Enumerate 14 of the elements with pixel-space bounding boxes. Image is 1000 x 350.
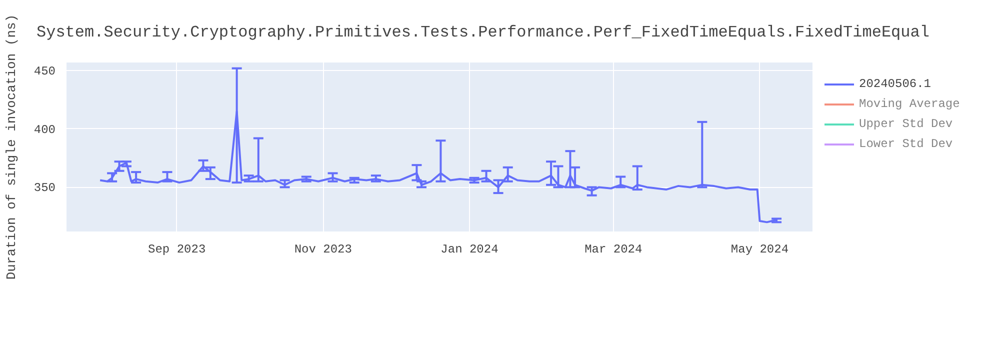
x-tick-label: Jan 2024 bbox=[440, 242, 498, 256]
x-tick-label: Nov 2023 bbox=[294, 242, 352, 256]
y-tick-label: 350 bbox=[34, 181, 56, 196]
y-axis-title: Duration of single invocation (ns) bbox=[4, 14, 19, 280]
y-tick-label: 400 bbox=[34, 122, 56, 137]
legend-label: 20240506.1 bbox=[859, 76, 932, 93]
legend-label: Moving Average bbox=[859, 96, 960, 113]
chart-title: System.Security.Cryptography.Primitives.Tests.Performance.Perf_FixedTimeEquals.FixedTimeEqual bbox=[36, 24, 930, 42]
x-tick-label: Sep 2023 bbox=[148, 242, 206, 256]
x-tick-label: Mar 2024 bbox=[584, 242, 642, 256]
x-tick-label: May 2024 bbox=[730, 242, 789, 256]
legend-label: Lower Std Dev bbox=[859, 136, 953, 153]
legend-label: Upper Std Dev bbox=[859, 116, 953, 133]
y-tick-label: 450 bbox=[34, 64, 56, 79]
